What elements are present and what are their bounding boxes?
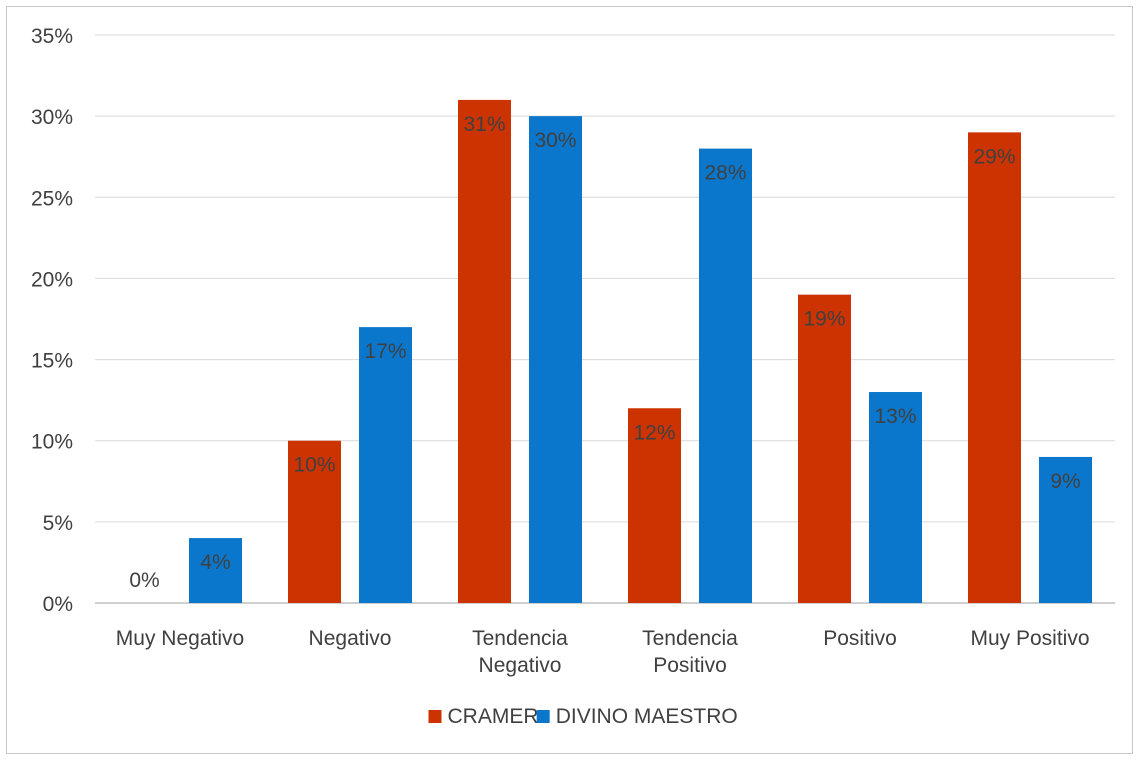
bar-divino-maestro xyxy=(869,392,922,603)
data-labels: 0% 4% 10% 17% 31% 30% 12% 28% 19% 13% 29% 9% xyxy=(129,113,1080,592)
x-axis-tick-labels: Muy Negativo Negativo Tendencia Negativo Ten… xyxy=(116,627,1090,677)
data-label: 29% xyxy=(973,145,1015,168)
bar-chart: 0% 5% 10% 15% 20% 25% 30% 35% 0% 4% 10% 17% 31% 30% 1… xyxy=(31,25,1115,728)
data-label: 30% xyxy=(534,129,576,152)
y-tick-label: 10% xyxy=(31,431,73,454)
bar-divino-maestro xyxy=(699,148,752,603)
bar-divino-maestro xyxy=(1039,456,1092,603)
bar-cramer xyxy=(968,132,1021,603)
legend-label: CRAMER xyxy=(448,705,539,728)
data-label: 12% xyxy=(633,421,675,444)
x-tick-label: Muy Negativo xyxy=(116,627,244,650)
x-tick-label: Tendencia Negativo xyxy=(472,627,568,677)
data-label: 13% xyxy=(874,405,916,428)
bars xyxy=(189,99,1092,604)
data-label: 19% xyxy=(803,308,845,331)
data-label: 4% xyxy=(200,551,230,574)
legend-label: DIVINO MAESTRO xyxy=(556,705,738,728)
data-label: 31% xyxy=(463,113,505,136)
x-tick-label: Muy Positivo xyxy=(970,627,1089,650)
y-tick-label: 5% xyxy=(43,512,73,535)
legend-swatch xyxy=(428,710,442,723)
x-tick-label: Tendencia Positivo xyxy=(642,627,738,677)
y-axis-tick-labels: 0% 5% 10% 15% 20% 25% 30% 35% xyxy=(31,25,73,616)
data-label: 0% xyxy=(129,569,159,592)
bar-divino-maestro xyxy=(189,538,242,603)
y-tick-label: 0% xyxy=(43,593,73,616)
x-tick-label: Positivo xyxy=(823,627,897,650)
y-tick-label: 35% xyxy=(31,25,73,48)
chart-frame: 0% 5% 10% 15% 20% 25% 30% 35% 0% 4% 10% 17% 31% 30% 1… xyxy=(6,6,1133,754)
legend-swatch xyxy=(536,710,550,723)
data-label: 9% xyxy=(1050,470,1080,493)
bar-divino-maestro xyxy=(359,327,412,603)
data-label: 10% xyxy=(293,454,335,477)
gridlines xyxy=(95,34,1115,604)
data-label: 17% xyxy=(364,340,406,363)
bar-divino-maestro xyxy=(529,116,582,604)
y-tick-label: 20% xyxy=(31,268,73,291)
x-tick-label: Negativo xyxy=(309,627,392,650)
bar-cramer xyxy=(798,294,851,603)
y-tick-label: 30% xyxy=(31,106,73,129)
legend-item: CRAMER xyxy=(428,705,539,728)
bar-cramer xyxy=(288,440,341,603)
bar-cramer xyxy=(458,99,511,604)
y-tick-label: 25% xyxy=(31,187,73,210)
bar-cramer xyxy=(628,408,681,603)
legend: CRAMER DIVINO MAESTRO xyxy=(428,705,738,728)
legend-item: DIVINO MAESTRO xyxy=(536,705,738,728)
data-label: 28% xyxy=(704,162,746,185)
y-tick-label: 15% xyxy=(31,350,73,373)
